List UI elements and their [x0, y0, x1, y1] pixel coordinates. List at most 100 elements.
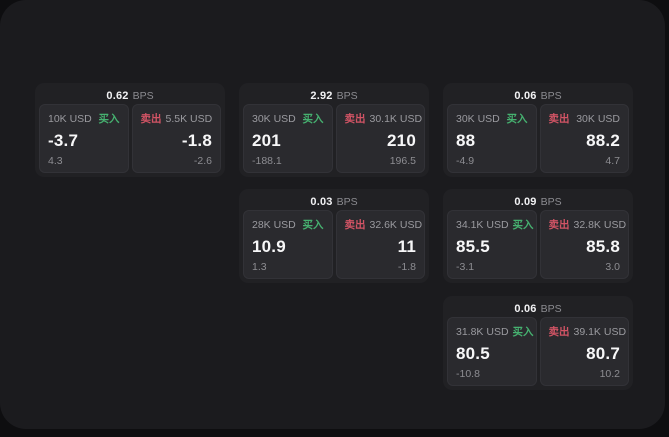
sell-button[interactable]: 卖出 — [548, 219, 570, 231]
sell-delta: -1.8 — [397, 261, 416, 273]
sell-button[interactable]: 卖出 — [344, 219, 366, 231]
buy-panel[interactable]: 31.8K USD 买入 80.5 -10.8 — [447, 317, 537, 386]
sell-amount: 30.1K USD — [369, 112, 423, 125]
sell-delta: 4.7 — [605, 155, 620, 167]
buy-amount: 34.1K USD — [456, 218, 509, 231]
buy-delta: -10.8 — [456, 368, 480, 380]
buy-panel-top: 10K USD 买入 — [48, 111, 120, 126]
sell-delta: -2.6 — [193, 155, 212, 167]
sell-panel[interactable]: 卖出 32.8K USD 85.8 3.0 — [539, 210, 629, 279]
buy-price: -3.7 — [48, 130, 79, 150]
buy-amount: 10K USD — [48, 112, 92, 125]
quote-panels: 30K USD 买入 201 -188.1 卖出 30.1K USD 210 1… — [243, 104, 425, 173]
buy-panel[interactable]: 30K USD 买入 88 -4.9 — [447, 104, 537, 173]
sell-panel[interactable]: 卖出 30.1K USD 210 196.5 — [335, 104, 425, 173]
app-surface: 0.62 BPS 10K USD 买入 -3.7 4.3 卖出 5.5K USD… — [0, 0, 665, 429]
sell-delta: 10.2 — [599, 368, 620, 380]
bps-header: 0.06 BPS — [447, 300, 629, 317]
buy-button[interactable]: 买入 — [506, 113, 528, 125]
buy-delta: -188.1 — [252, 155, 282, 167]
sell-amount: 39.1K USD — [573, 325, 627, 338]
quote-panels: 34.1K USD 买入 85.5 -3.1 卖出 32.8K USD 85.8… — [447, 210, 629, 279]
buy-delta: 1.3 — [252, 261, 267, 273]
quote-panels: 30K USD 买入 88 -4.9 卖出 30K USD 88.2 4.7 — [447, 104, 629, 173]
buy-price: 10.9 — [252, 236, 286, 256]
buy-price: 85.5 — [456, 236, 490, 256]
buy-button[interactable]: 买入 — [98, 113, 120, 125]
sell-panel-top: 卖出 30K USD — [549, 111, 621, 126]
buy-panel[interactable]: 30K USD 买入 201 -188.1 — [243, 104, 333, 173]
quote-panels: 10K USD 买入 -3.7 4.3 卖出 5.5K USD -1.8 -2.… — [39, 104, 221, 173]
bps-unit-label: BPS — [132, 89, 154, 102]
sell-button[interactable]: 卖出 — [548, 326, 570, 338]
bps-header: 2.92 BPS — [243, 87, 425, 104]
buy-price: 201 — [252, 130, 281, 150]
buy-panel-top: 30K USD 买入 — [456, 111, 528, 126]
bps-value: 0.06 — [514, 89, 537, 102]
sell-panel-top: 卖出 32.6K USD — [344, 217, 423, 232]
buy-price: 80.5 — [456, 343, 490, 363]
sell-button[interactable]: 卖出 — [344, 113, 366, 125]
sell-amount: 32.8K USD — [573, 218, 627, 231]
quote-card: 0.62 BPS 10K USD 买入 -3.7 4.3 卖出 5.5K USD… — [35, 83, 225, 177]
quote-card: 0.06 BPS 31.8K USD 买入 80.5 -10.8 卖出 39.1… — [443, 296, 633, 390]
sell-price: -1.8 — [181, 130, 212, 150]
sell-panel-top: 卖出 32.8K USD — [548, 217, 627, 232]
quote-panels: 28K USD 买入 10.9 1.3 卖出 32.6K USD 11 -1.8 — [243, 210, 425, 279]
bps-unit-label: BPS — [336, 89, 358, 102]
buy-panel-top: 31.8K USD 买入 — [456, 324, 534, 339]
sell-panel[interactable]: 卖出 5.5K USD -1.8 -2.6 — [131, 104, 221, 173]
buy-panel[interactable]: 34.1K USD 买入 85.5 -3.1 — [447, 210, 537, 279]
sell-panel-top: 卖出 5.5K USD — [141, 111, 213, 126]
sell-price: 80.7 — [586, 343, 620, 363]
bps-header: 0.06 BPS — [447, 87, 629, 104]
bps-unit-label: BPS — [540, 89, 562, 102]
sell-button[interactable]: 卖出 — [548, 113, 570, 125]
buy-button[interactable]: 买入 — [302, 219, 324, 231]
bps-header: 0.09 BPS — [447, 193, 629, 210]
buy-button[interactable]: 买入 — [302, 113, 324, 125]
sell-price: 85.8 — [586, 236, 620, 256]
sell-button[interactable]: 卖出 — [140, 113, 162, 125]
quote-panels: 31.8K USD 买入 80.5 -10.8 卖出 39.1K USD 80.… — [447, 317, 629, 386]
buy-panel[interactable]: 28K USD 买入 10.9 1.3 — [243, 210, 333, 279]
sell-panel-top: 卖出 39.1K USD — [548, 324, 627, 339]
sell-panel[interactable]: 卖出 39.1K USD 80.7 10.2 — [539, 317, 629, 386]
buy-delta: -4.9 — [456, 155, 475, 167]
sell-panel[interactable]: 卖出 32.6K USD 11 -1.8 — [335, 210, 425, 279]
buy-amount: 30K USD — [252, 112, 296, 125]
buy-amount: 30K USD — [456, 112, 500, 125]
buy-price: 88 — [456, 130, 476, 150]
bps-unit-label: BPS — [540, 302, 562, 315]
buy-button[interactable]: 买入 — [512, 326, 534, 338]
bps-unit-label: BPS — [336, 195, 358, 208]
buy-panel-top: 34.1K USD 买入 — [456, 217, 534, 232]
quote-card: 0.03 BPS 28K USD 买入 10.9 1.3 卖出 32.6K US… — [239, 189, 429, 283]
bps-header: 0.62 BPS — [39, 87, 221, 104]
bps-unit-label: BPS — [540, 195, 562, 208]
sell-amount: 32.6K USD — [369, 218, 423, 231]
buy-delta: 4.3 — [48, 155, 63, 167]
buy-panel-top: 30K USD 买入 — [252, 111, 324, 126]
sell-amount: 5.5K USD — [165, 112, 213, 125]
bps-value: 2.92 — [310, 89, 333, 102]
sell-price: 88.2 — [586, 130, 620, 150]
bps-value: 0.09 — [514, 195, 537, 208]
sell-price: 11 — [397, 236, 416, 256]
sell-price: 210 — [387, 130, 416, 150]
buy-amount: 31.8K USD — [456, 325, 509, 338]
buy-panel-top: 28K USD 买入 — [252, 217, 324, 232]
quote-card: 0.06 BPS 30K USD 买入 88 -4.9 卖出 30K USD 8… — [443, 83, 633, 177]
bps-header: 0.03 BPS — [243, 193, 425, 210]
bps-value: 0.62 — [106, 89, 129, 102]
sell-amount: 30K USD — [576, 112, 620, 125]
sell-panel-top: 卖出 30.1K USD — [344, 111, 423, 126]
buy-panel[interactable]: 10K USD 买入 -3.7 4.3 — [39, 104, 129, 173]
buy-button[interactable]: 买入 — [512, 219, 534, 231]
quote-card: 2.92 BPS 30K USD 买入 201 -188.1 卖出 30.1K … — [239, 83, 429, 177]
bps-value: 0.03 — [310, 195, 333, 208]
bps-value: 0.06 — [514, 302, 537, 315]
sell-panel[interactable]: 卖出 30K USD 88.2 4.7 — [539, 104, 629, 173]
sell-delta: 196.5 — [389, 155, 416, 167]
quote-card: 0.09 BPS 34.1K USD 买入 85.5 -3.1 卖出 32.8K… — [443, 189, 633, 283]
